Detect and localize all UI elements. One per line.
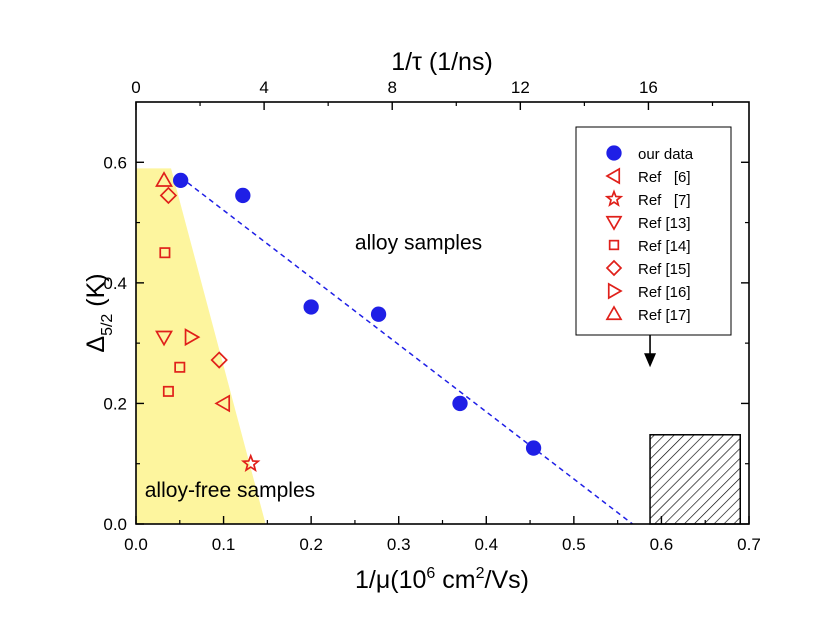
y-axis-title-sub: 5/2	[99, 314, 116, 336]
legend-label-ref-16: Ref [16]	[638, 284, 691, 301]
x-tick-label-6: 0.6	[650, 535, 674, 554]
fit-line-layer	[180, 176, 633, 524]
x2-tick-label-0: 0	[131, 78, 140, 97]
point-our-data-0	[173, 172, 189, 189]
y-axis-title-main: Δ	[82, 336, 110, 353]
x-axis-title-sup-area: 2	[476, 565, 485, 582]
legend-label-ref-6: Ref [6]	[638, 169, 691, 186]
legend-marker-our-data	[606, 145, 622, 161]
legend-label-ref-14: Ref [14]	[638, 238, 691, 255]
x-axis-title-prefix: 1/μ(10	[355, 566, 426, 594]
point-ref-14-2	[162, 385, 174, 397]
point-ref-15-1	[210, 351, 228, 369]
x-axis-title-unit: cm	[435, 566, 475, 594]
point-ref-15-0	[159, 186, 178, 205]
point-ref-6-0	[214, 394, 231, 413]
legend-label-ref-13: Ref [13]	[638, 215, 691, 232]
point-ref-7-0	[240, 453, 261, 473]
point-our-data-5	[525, 440, 542, 456]
point-our-data-1	[235, 187, 251, 204]
x2-tick-label-1: 4	[259, 78, 268, 97]
annotation-alloy-free-samples: alloy-free samples	[145, 479, 315, 502]
legend-label-ref-17: Ref [17]	[638, 307, 691, 324]
point-our-data-4	[452, 395, 468, 412]
arrow-head	[644, 353, 657, 368]
point-ref-14-0	[159, 247, 171, 259]
x-axis-title: 1/μ(106 cm2/Vs)	[355, 565, 529, 594]
point-our-data-3	[370, 306, 387, 322]
point-ref-16-0	[184, 328, 201, 347]
point-ref-13-0	[155, 330, 173, 347]
y-tick-label-2: 0.4	[103, 274, 127, 293]
legend-marker-ref-15	[605, 259, 623, 277]
point-our-data-2	[303, 299, 319, 315]
legend-label-ref-15: Ref [15]	[638, 261, 691, 278]
y-tick-label-0: 0.0	[103, 515, 127, 534]
x-tick-label-7: 0.7	[737, 535, 761, 554]
point-ref-14-1	[174, 361, 186, 373]
x2-tick-label-2: 8	[387, 78, 396, 97]
y-tick-label-1: 0.2	[103, 394, 127, 413]
legend-marker-ref-6	[605, 167, 621, 185]
legend-label-our-data: our data	[638, 146, 694, 163]
annotation-alloy-samples: alloy samples	[355, 232, 482, 255]
x2-tick-label-4: 16	[639, 78, 658, 97]
x-tick-label-1: 0.1	[212, 535, 236, 554]
y-axis-title-suffix: (K)	[82, 273, 110, 313]
x-axis-title-suffix: /Vs)	[485, 566, 529, 594]
x2-tick-label-3: 12	[511, 78, 530, 97]
x-axis-title-sup-exp: 6	[426, 565, 435, 582]
y-tick-label-3: 0.6	[103, 153, 127, 172]
hatched-box	[649, 434, 741, 525]
legend-marker-ref-16	[607, 282, 623, 300]
legend-markers	[604, 145, 624, 321]
point-ref-17-0	[155, 171, 173, 187]
legend-marker-ref-17	[605, 305, 623, 321]
x2-axis-title: 1/τ (1/ns)	[391, 48, 493, 76]
x-tick-label-3: 0.3	[387, 535, 411, 554]
y-axis-title: Δ5/2 (K)	[82, 273, 116, 352]
legend-marker-ref-13	[605, 215, 623, 231]
axis-ticks-layer: 0.0 0.1 0.2 0.3 0.4 0.5 0.6 0.7 0.0 0.2 0.4 0.6 0 4 8 1…	[103, 78, 760, 554]
legend: our data Ref [6] Ref [7] Ref [13] Ref [1…	[575, 126, 732, 336]
fit-line	[180, 176, 633, 524]
legend-box	[575, 126, 732, 336]
x-tick-label-5: 0.5	[562, 535, 586, 554]
x-tick-label-4: 0.4	[474, 535, 498, 554]
x-tick-label-0: 0.0	[124, 535, 148, 554]
data-markers-layer	[155, 171, 542, 473]
legend-marker-ref-7	[604, 189, 624, 207]
legend-label-ref-7: Ref [7]	[638, 192, 691, 209]
hatched-box-layer	[644, 270, 741, 525]
x-tick-label-2: 0.2	[299, 535, 323, 554]
legend-marker-ref-14	[608, 239, 620, 251]
